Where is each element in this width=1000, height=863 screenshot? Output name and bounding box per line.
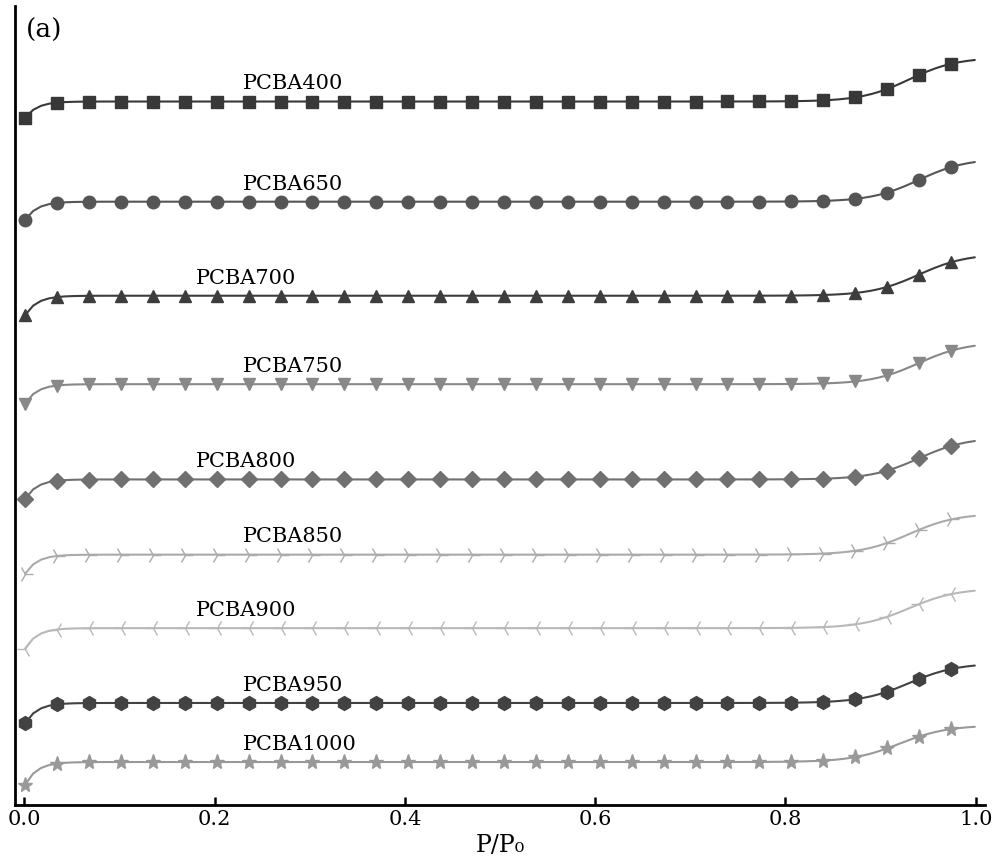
- Text: PCBA400: PCBA400: [243, 74, 343, 93]
- Text: PCBA750: PCBA750: [243, 357, 343, 376]
- Text: PCBA950: PCBA950: [243, 676, 343, 695]
- Text: PCBA700: PCBA700: [196, 268, 296, 287]
- X-axis label: P/P₀: P/P₀: [475, 835, 525, 858]
- Text: (a): (a): [26, 17, 63, 42]
- Text: PCBA900: PCBA900: [196, 601, 296, 620]
- Text: PCBA1000: PCBA1000: [243, 735, 357, 754]
- Text: PCBA850: PCBA850: [243, 527, 343, 546]
- Text: PCBA650: PCBA650: [243, 174, 343, 193]
- Text: PCBA800: PCBA800: [196, 452, 296, 471]
